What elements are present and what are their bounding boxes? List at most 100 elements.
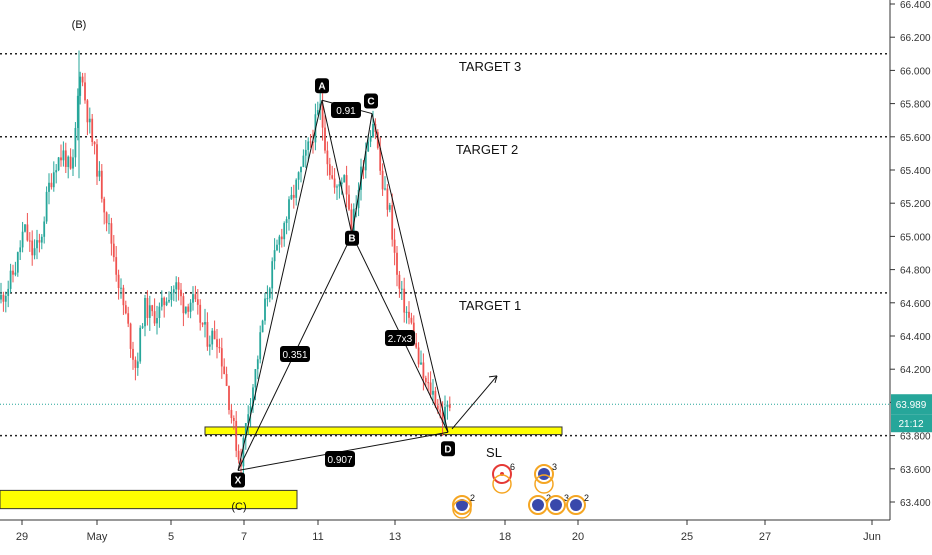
economic-event-marker[interactable]: 2: [528, 493, 551, 515]
arrow-head: [488, 375, 498, 383]
economic-event-marker[interactable]: 3: [546, 493, 569, 515]
candle-body: [256, 359, 259, 370]
candle-body: [156, 318, 158, 324]
target-level-label: TARGET 3: [459, 59, 521, 74]
time-tick-label: 29: [16, 531, 28, 543]
candle-body: [211, 330, 214, 345]
candle-body: [14, 272, 17, 275]
candle-body: [223, 366, 226, 375]
candle-body: [16, 252, 19, 273]
candle-body: [271, 261, 274, 289]
time-tick-label: 25: [681, 531, 693, 543]
candle-body: [381, 170, 384, 190]
current-price-tag: [891, 394, 932, 415]
economic-event-marker[interactable]: 6: [492, 462, 515, 484]
pattern-point-label: B: [348, 234, 355, 245]
candle-body: [300, 166, 302, 173]
event-count: 3: [552, 462, 557, 472]
candle-body: [69, 156, 72, 169]
time-tick-label: 18: [499, 531, 511, 543]
ratio-label: 0.91: [336, 106, 356, 117]
candle-body: [172, 289, 175, 293]
event-markers[interactable]: 2 6 2 3 2 3: [452, 462, 589, 519]
pattern-point-badge: [345, 230, 359, 246]
economic-event-marker[interactable]: 3: [534, 462, 557, 484]
ratio-badge: [280, 346, 310, 362]
price-tick-label: 66.000: [900, 66, 931, 77]
candle-body: [139, 327, 142, 362]
price-tick-label: 66.400: [900, 0, 931, 11]
event-count: 2: [584, 493, 589, 503]
candle-body: [76, 95, 79, 128]
candle-body: [345, 175, 348, 195]
pattern-point-label: A: [318, 81, 325, 92]
candle-body: [146, 298, 149, 318]
candle-body: [379, 147, 382, 171]
time-tick-label: 7: [241, 531, 247, 543]
candle-body: [0, 294, 2, 300]
current-price-tags: 63.989 21:12: [891, 394, 932, 433]
candle-body: [328, 164, 331, 176]
candle-body: [141, 326, 144, 328]
candle-body: [129, 323, 132, 349]
candle-body: [316, 110, 319, 115]
candle-body: [242, 437, 245, 467]
economic-event-marker[interactable]: 2: [566, 493, 589, 515]
candle-body: [24, 224, 26, 232]
time-tick-label: 27: [759, 531, 771, 543]
candle-body: [331, 175, 334, 179]
candle-body: [343, 175, 346, 183]
candle-body: [420, 362, 422, 365]
time-tick-label: May: [87, 531, 108, 543]
candle-body: [127, 313, 130, 324]
candle-body: [33, 248, 36, 256]
candle-body: [388, 205, 391, 210]
candle-body: [21, 231, 24, 248]
candle-body: [367, 141, 370, 152]
price-axis[interactable]: 66.400 66.200 66.000 65.800 65.600 65.400 65.2…: [890, 0, 931, 509]
candle-body: [81, 76, 84, 83]
candle-body: [182, 296, 185, 314]
candle-body: [79, 76, 82, 96]
time-axis[interactable]: 29 May 5 7 11 13 18 20 25 27 Jun: [16, 520, 881, 543]
candle-body: [372, 123, 374, 137]
projection-arrow: [451, 375, 498, 430]
candle-body: [45, 191, 48, 222]
candle-body: [115, 257, 118, 275]
candle-body: [278, 236, 281, 245]
candle-body: [357, 189, 360, 209]
candle-body: [91, 118, 94, 142]
candle-body: [60, 157, 62, 161]
candle-body: [326, 150, 329, 165]
candle-body: [348, 194, 350, 210]
candle-body: [48, 182, 50, 192]
pattern-point-badge: [441, 441, 455, 457]
candle-body: [441, 412, 444, 423]
candle-body: [134, 359, 137, 368]
flag-icon: [538, 468, 550, 480]
candle-body: [429, 382, 432, 395]
candle-body: [352, 208, 355, 232]
candle-body: [408, 311, 410, 318]
candle-body: [192, 294, 194, 303]
pattern-point-badge: [231, 472, 245, 488]
price-tick-label: 63.600: [900, 465, 931, 476]
event-count: 6: [510, 462, 515, 472]
candle-body: [283, 223, 286, 240]
candle-body: [57, 157, 60, 171]
candle-body: [405, 311, 408, 313]
candle-body: [100, 170, 103, 199]
candle-body: [175, 282, 178, 290]
price-tick-label: 66.200: [900, 33, 931, 44]
candle-body: [228, 385, 230, 410]
candle-body: [350, 209, 353, 232]
pattern-leg: [237, 100, 323, 471]
candle-body: [304, 149, 307, 156]
candle-body: [50, 182, 53, 188]
candle-body: [336, 186, 338, 188]
countdown-tag: [891, 414, 932, 433]
candle-body: [415, 343, 418, 348]
candle-body: [264, 298, 266, 321]
